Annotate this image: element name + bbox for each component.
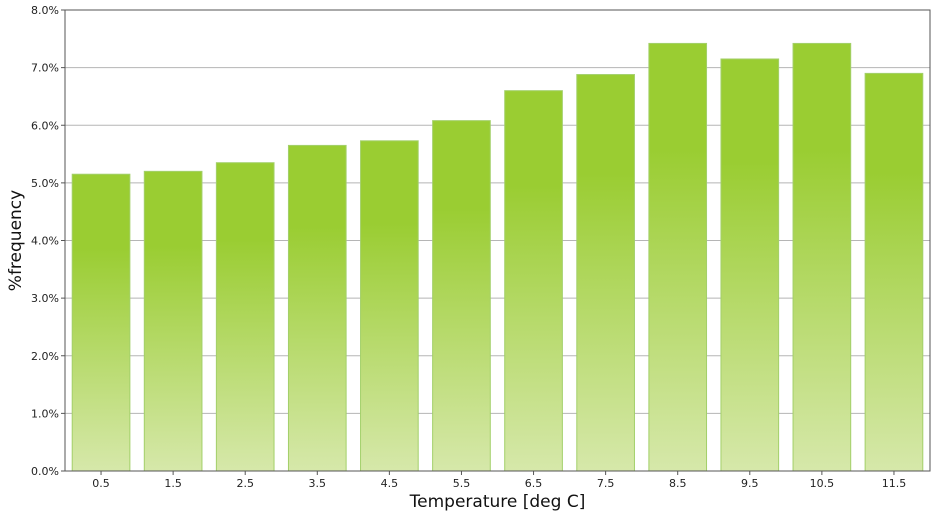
bar-3.5 [287, 144, 347, 472]
bars [71, 42, 924, 472]
x-axis-ticks: 0.5 1.5 2.5 3.5 4.5 5.5 6.5 7.5 8.5 9.5 10.5 11.5 [92, 471, 906, 490]
bar-2.5 [215, 162, 275, 472]
y-tick-label: 2.0% [31, 350, 59, 363]
x-tick-label: 5.5 [453, 477, 471, 490]
bar-9.5 [720, 58, 780, 472]
y-tick-label: 3.0% [31, 292, 59, 305]
y-axis-ticks: 0.0% 1.0% 2.0% 3.0% 4.0% 5.0% 6.0% 7.0% 8.0% [31, 4, 65, 478]
x-tick-label: 6.5 [525, 477, 543, 490]
x-tick-label: 10.5 [810, 477, 835, 490]
bar-6.5 [504, 90, 563, 472]
y-tick-label: 1.0% [31, 407, 59, 420]
x-tick-label: 2.5 [236, 477, 254, 490]
x-axis-title: Temperature [deg C] [409, 492, 586, 512]
x-tick-label: 11.5 [882, 477, 907, 490]
bar-10.5 [792, 42, 852, 472]
y-tick-label: 8.0% [31, 4, 59, 17]
y-tick-label: 7.0% [31, 62, 59, 75]
bar-4.5 [360, 140, 419, 472]
x-tick-label: 4.5 [381, 477, 399, 490]
bar-11.5 [864, 72, 924, 472]
x-tick-label: 9.5 [741, 477, 759, 490]
y-axis-title: %frequency [6, 190, 26, 291]
bar-0.5 [71, 173, 131, 472]
bar-5.5 [432, 120, 491, 472]
y-tick-label: 4.0% [31, 235, 59, 248]
x-tick-label: 7.5 [597, 477, 615, 490]
bar-7.5 [576, 74, 635, 472]
bar-8.5 [648, 42, 708, 472]
y-tick-label: 5.0% [31, 177, 59, 190]
x-tick-label: 1.5 [164, 477, 182, 490]
x-tick-label: 3.5 [309, 477, 327, 490]
y-tick-label: 6.0% [31, 119, 59, 132]
x-tick-label: 8.5 [669, 477, 687, 490]
x-tick-label: 0.5 [92, 477, 110, 490]
y-tick-label: 0.0% [31, 465, 59, 478]
bar-1.5 [143, 170, 203, 472]
